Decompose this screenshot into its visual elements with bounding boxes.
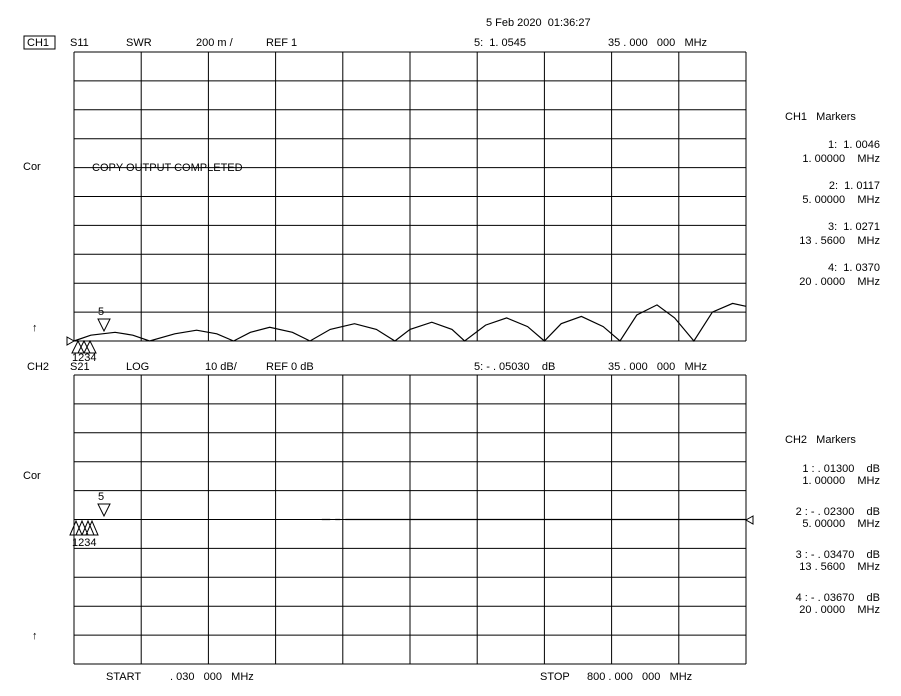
- marker-value: 1: 1. 0046: [828, 139, 880, 151]
- marker-freq: 1. 00000 MHz: [802, 475, 880, 487]
- parameter: S21: [70, 361, 90, 373]
- marker-readout: 5: - . 05030 dB: [474, 361, 555, 373]
- marker-value: 3 : - . 03470 dB: [796, 549, 880, 561]
- marker-frequency: 35 . 000 000 MHz: [608, 361, 707, 373]
- ch1-box: [23, 35, 56, 50]
- marker-freq: 1. 00000 MHz: [802, 153, 880, 165]
- marker-freq: 20 . 0000 MHz: [799, 276, 880, 288]
- start-value: . 030 000 MHz: [170, 671, 254, 683]
- marker-value: 2: 1. 0117: [829, 180, 880, 192]
- scale: 200 m /: [196, 37, 234, 49]
- marker-tag: 1234: [72, 352, 96, 364]
- marker-readout: 5: 1. 0545: [474, 37, 526, 49]
- marker-triangle: [97, 503, 111, 518]
- start-label: START: [106, 671, 141, 683]
- ref-pointer: ↑: [32, 630, 38, 642]
- side-label: Cor: [23, 161, 41, 173]
- ref-indicator: [66, 336, 76, 346]
- message: COPY OUTPUT COMPLETED: [92, 162, 243, 174]
- ref-indicator: [744, 515, 754, 525]
- trace: [73, 302, 747, 343]
- reference: REF 0 dB: [266, 361, 314, 373]
- marker-triangles: [69, 519, 99, 536]
- channel: CH2: [27, 361, 49, 373]
- channel: CH1: [27, 37, 49, 49]
- marker-triangle: [97, 318, 111, 333]
- reference: REF 1: [266, 37, 297, 49]
- marker-tag: 5: [98, 306, 104, 318]
- marker-freq: 13 . 5600 MHz: [799, 235, 880, 247]
- format: LOG: [126, 361, 149, 373]
- marker-value: 1 : . 01300 dB: [802, 463, 880, 475]
- stop-value: 800 . 000 000 MHz: [587, 671, 692, 683]
- parameter: S11: [70, 37, 89, 49]
- marker-frequency: 35 . 000 000 MHz: [608, 37, 707, 49]
- marker-tag: 5: [98, 491, 104, 503]
- marker-freq: 5. 00000 MHz: [802, 518, 880, 530]
- marker-triangles: [71, 339, 97, 354]
- marker-value: 2 : - . 02300 dB: [796, 506, 880, 518]
- ref-pointer: ↑: [32, 322, 38, 334]
- marker-tag: 1234: [72, 537, 96, 549]
- markers-title: CH1 Markers: [785, 111, 856, 123]
- marker-freq: 13 . 5600 MHz: [799, 561, 880, 573]
- stop-label: STOP: [540, 671, 570, 683]
- marker-freq: 5. 00000 MHz: [802, 194, 880, 206]
- side-label: Cor: [23, 470, 41, 482]
- marker-freq: 20 . 0000 MHz: [799, 604, 880, 616]
- marker-value: 4: 1. 0370: [828, 262, 880, 274]
- timestamp: 5 Feb 2020 01:36:27: [486, 17, 591, 29]
- marker-value: 3: 1. 0271: [828, 221, 880, 233]
- scale: 10 dB/: [205, 361, 238, 373]
- markers-title: CH2 Markers: [785, 434, 856, 446]
- format: SWR: [126, 37, 152, 49]
- marker-value: 4 : - . 03670 dB: [796, 592, 880, 604]
